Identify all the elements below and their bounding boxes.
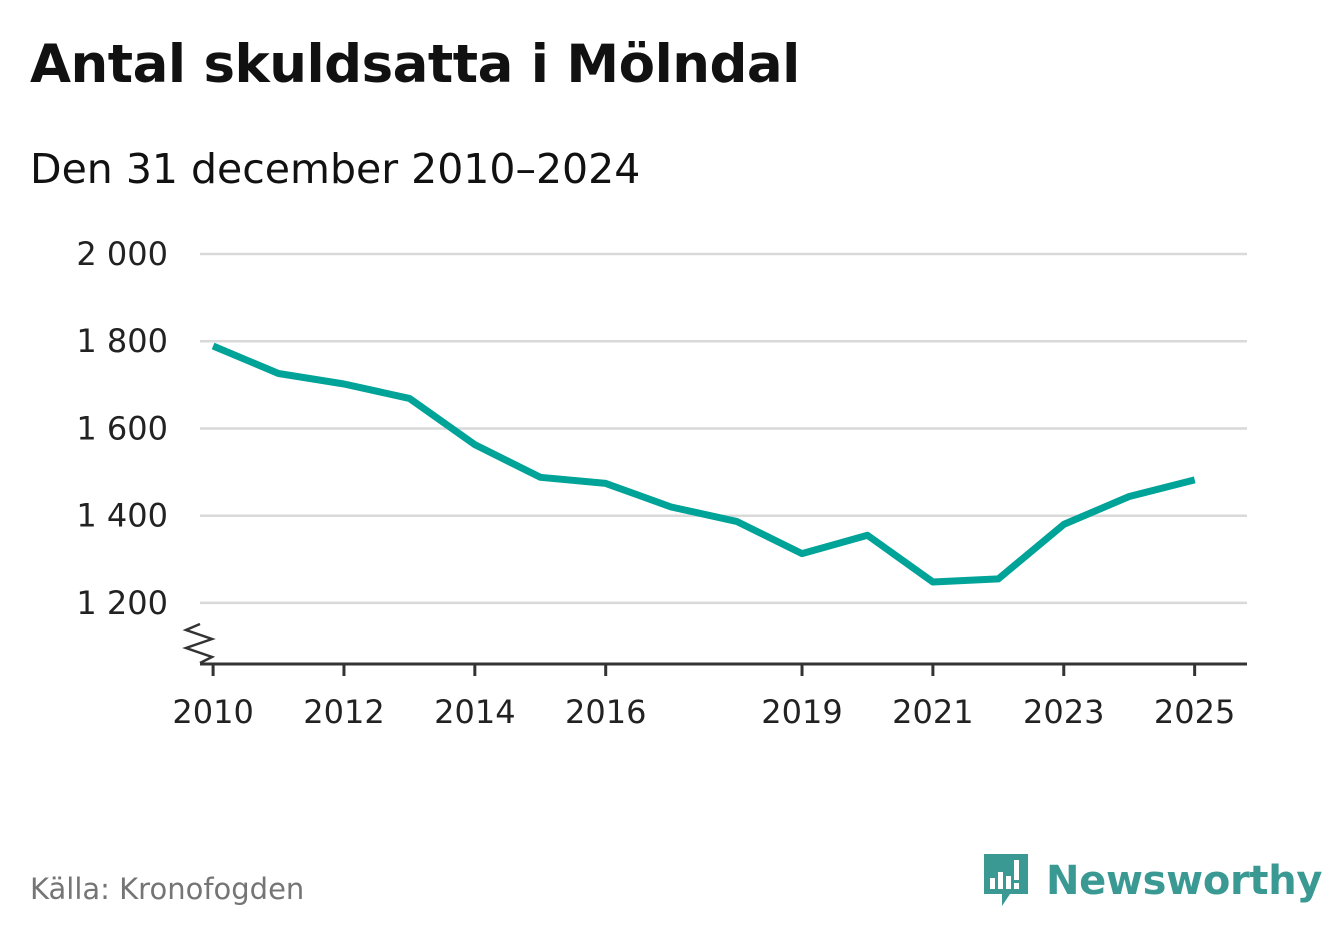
newsworthy-logo-icon [984,854,1028,906]
x-tick-label: 2019 [761,693,842,731]
y-tick-label: 1 800 [76,322,168,360]
chart-title: Antal skuldsatta i Mölndal [30,34,800,95]
source-note: Källa: Kronofogden [30,872,305,906]
brand-logo[interactable]: Newsworthy [980,850,1322,912]
y-tick-label: 1 200 [76,584,168,622]
x-tick-label: 2025 [1154,693,1235,731]
y-tick-label: 2 000 [76,235,168,273]
x-tick-label: 2021 [892,693,973,731]
y-tick-label: 1 400 [76,497,168,535]
y-tick-label: 1 600 [76,409,168,447]
x-tick-label: 2023 [1023,693,1104,731]
x-tick-label: 2016 [565,693,646,731]
chart-subtitle: Den 31 december 2010–2024 [30,145,641,193]
y-axis-break-icon [182,622,216,665]
series-line [211,342,1196,586]
brand-name: Newsworthy [1046,858,1322,904]
x-tick-label: 2010 [172,693,253,731]
x-tick-label: 2012 [303,693,384,731]
x-tick-label: 2014 [434,693,515,731]
line-chart: 1 200 1 400 1 600 1 800 2 000 2010 2012 2014 201… [76,235,1247,731]
